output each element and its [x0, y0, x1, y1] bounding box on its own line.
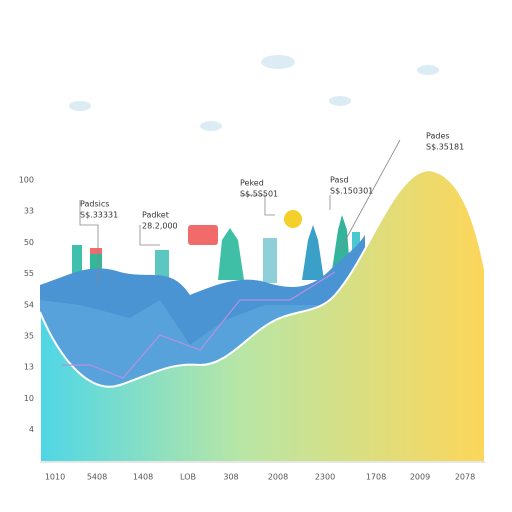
x-label: 2008 — [268, 473, 288, 482]
callout-value: S$.35181 — [426, 143, 464, 152]
x-label: 308 — [223, 473, 238, 482]
y-label: 55 — [24, 269, 34, 278]
callout-title: Padket — [142, 211, 169, 220]
callout-value: 28.2,000 — [142, 222, 178, 231]
x-label: 1408 — [133, 473, 153, 482]
callout-title: Peked — [240, 179, 264, 188]
y-label: 4 — [29, 425, 34, 434]
callout-title: Pades — [426, 132, 450, 141]
x-label: 1010 — [45, 473, 65, 482]
y-label: 13 — [24, 363, 34, 372]
x-label: 2300 — [315, 473, 335, 482]
y-label: 100 — [19, 176, 34, 185]
clouds — [69, 55, 439, 131]
y-label: 54 — [24, 300, 34, 309]
callout-value: S$.5S501 — [240, 190, 278, 199]
callout-title: Pasd — [330, 176, 349, 185]
x-label: 5408 — [87, 473, 107, 482]
x-label: 2009 — [410, 473, 430, 482]
callout-value: S$.33331 — [80, 211, 118, 220]
trend-line — [62, 271, 336, 379]
y-label: 35 — [24, 332, 34, 341]
y-label: 10 — [24, 394, 34, 403]
callout-lines — [79, 139, 401, 285]
callout-title: Padsics — [80, 200, 109, 209]
y-label: 33 — [24, 207, 34, 216]
x-label: 1708 — [366, 473, 386, 482]
y-label: 50 — [24, 238, 34, 247]
main-area — [39, 168, 486, 463]
x-label: LOB — [180, 473, 196, 482]
x-label: 2078 — [455, 473, 475, 482]
callout-value: S$.150301 — [330, 187, 373, 196]
